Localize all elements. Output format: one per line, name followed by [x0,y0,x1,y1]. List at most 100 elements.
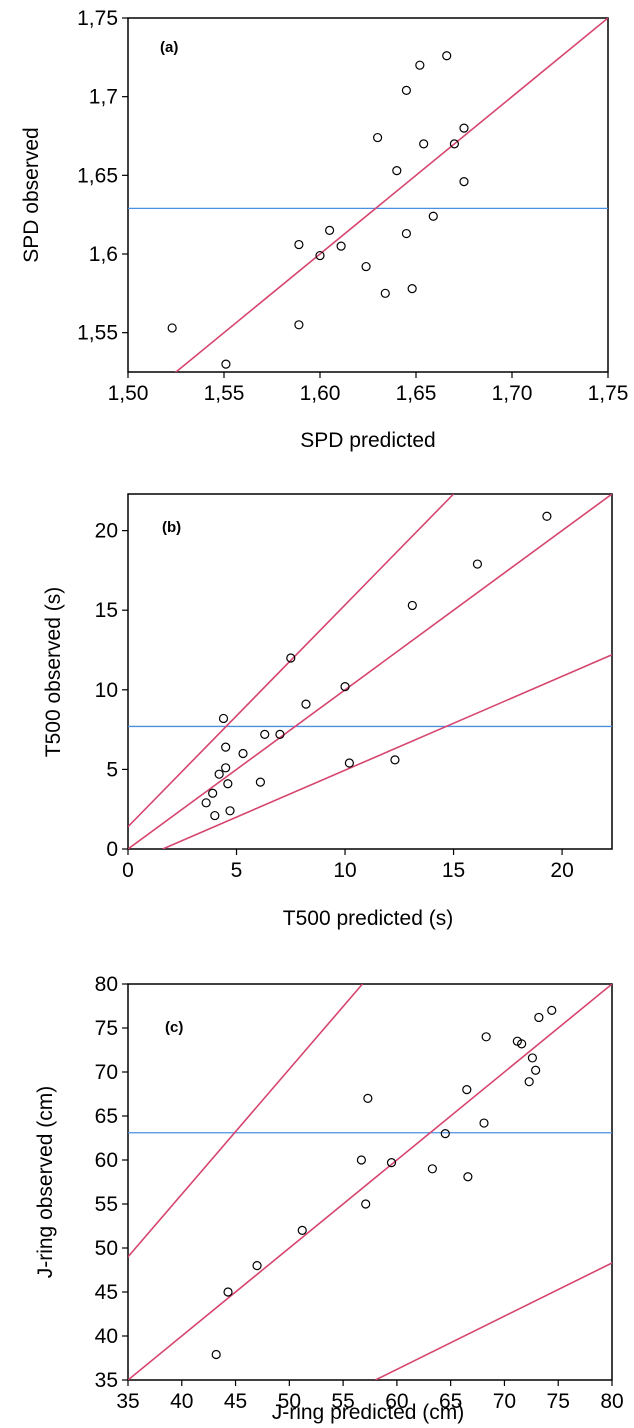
y-tick-label-a: 1,6 [89,243,118,266]
data-point-b [275,729,285,739]
x-axis-label-a: SPD predicted [300,429,435,452]
x-axis-label-c: J-ring predicted (cm) [272,1401,465,1424]
x-tick-label-c: 70 [493,1390,516,1413]
data-point-a [315,250,325,261]
x-tick-label-a: 1,60 [300,382,341,405]
data-point-a [459,123,469,133]
data-point-b [221,763,231,773]
data-point-b [238,748,248,759]
data-point-a [442,51,452,61]
data-point-b [542,511,552,521]
x-tick-label-c: 65 [439,1390,462,1413]
x-tick-label-b: 20 [550,859,573,882]
data-point-a [392,166,402,176]
data-point-a [449,139,459,149]
data-point-b [201,798,211,808]
data-point-c [297,1225,307,1236]
data-point-a [294,320,304,330]
data-point-a [373,132,383,143]
y-tick-label-b: 0 [106,838,118,861]
x-tick-label-b: 10 [333,859,356,882]
data-point-b [407,600,417,611]
panel-label-c: (c) [165,1019,183,1036]
data-point-b [218,713,229,724]
data-point-b [208,788,218,798]
plot-frame-a [127,17,609,373]
data-point-b [214,769,224,779]
identity-line-c [128,984,612,1380]
marks-c: 35 40 45 50 55 60 65 70 75 80 35 40 45 50 55 60 65 70 75 80 [95,973,624,1413]
data-point-c [361,1199,371,1209]
data-point-a [407,284,417,294]
data-point-b [344,758,354,768]
data-point-a [294,239,304,250]
panel-b: (b) T500 predicted (s) T500 observed (s)… [42,493,613,930]
x-tick-label-b: 5 [231,859,243,882]
data-point-b [223,779,233,789]
data-point-a [325,225,335,235]
data-point-b [340,682,350,692]
y-tick-label-c: 65 [95,1105,118,1128]
y-tick-label-a: 1,55 [77,322,118,345]
y-tick-label-b: 10 [95,679,118,702]
data-point-a [361,261,371,272]
data-point-c [479,1118,489,1128]
data-point-a [380,288,390,298]
identity-line-a [174,18,608,372]
data-point-b [301,699,311,709]
data-point-a [415,60,425,70]
data-point-b [225,806,235,816]
y-tick-label-b: 20 [95,520,118,543]
data-point-b [260,729,270,739]
data-point-a [459,177,469,187]
panel-label-a: (a) [160,39,178,56]
panel-label-b: (b) [162,519,181,536]
y-tick-label-c: 45 [95,1281,118,1304]
data-point-c [223,1287,233,1297]
data-point-c [363,1093,373,1104]
data-point-c [524,1077,534,1087]
y-tick-label-a: 1,7 [89,86,118,109]
data-point-b [286,653,296,663]
data-point-c [527,1053,538,1063]
data-point-a [428,211,438,221]
y-tick-label-a: 1,75 [77,7,118,30]
data-point-c [534,1012,544,1023]
plot-frame-c [127,983,613,1381]
data-point-c [517,1039,527,1049]
data-point-a [221,359,231,369]
plot-frame-b [127,493,613,850]
y-tick-label-b: 15 [95,599,118,622]
x-tick-label-a: 1,75 [588,382,629,405]
y-tick-label-c: 35 [95,1369,118,1392]
x-tick-label-a: 1,70 [492,382,533,405]
data-point-b [255,777,265,787]
marks-a: 1,50 1,55 1,60 1,65 1,70 1,75 1,55 1,6 1,65 1,7 1,… [77,7,629,405]
panel-c: (c) J-ring predicted (cm) J-ring observe… [34,973,624,1424]
y-tick-label-c: 50 [95,1237,118,1260]
y-tick-label-c: 70 [95,1061,118,1084]
data-point-c [252,1260,262,1271]
data-point-a [336,241,346,251]
data-point-c [462,1084,472,1095]
data-point-c [356,1155,366,1165]
data-point-a [167,323,177,333]
y-axis-label-c: J-ring observed (cm) [34,1086,57,1279]
panel-a: (a) SPD predicted SPD observed 1,50 1,55 1… [20,7,628,452]
x-tick-label-a: 1,65 [396,382,437,405]
upper-bound-line-b [128,494,455,828]
data-point-b [390,755,400,765]
data-point-b [221,742,231,752]
y-tick-label-c: 55 [95,1193,118,1216]
data-point-b [472,559,483,569]
x-tick-label-a: 1,50 [108,382,149,405]
y-axis-label-a: SPD observed [20,127,43,262]
y-tick-label-c: 75 [95,1017,118,1040]
data-point-c [481,1032,491,1042]
data-point-b [210,810,220,821]
x-tick-label-c: 75 [547,1390,570,1413]
x-tick-label-c: 40 [170,1390,193,1413]
x-tick-label-c: 60 [385,1390,408,1413]
data-point-a [401,85,411,95]
